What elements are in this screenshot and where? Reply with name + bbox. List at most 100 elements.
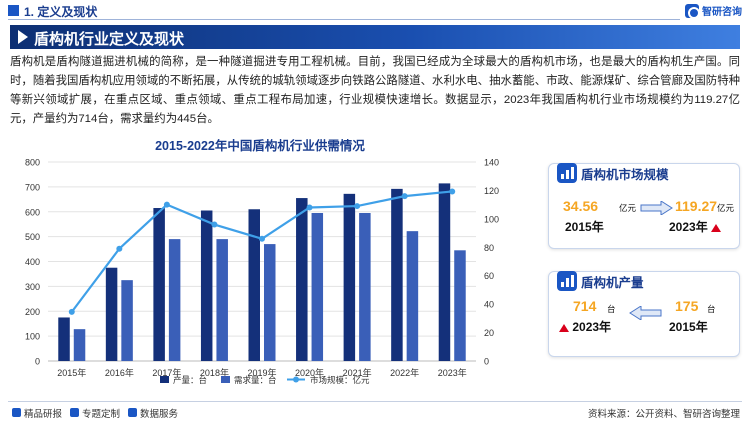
footer-divider bbox=[8, 401, 742, 402]
report-icon bbox=[12, 408, 21, 417]
y-left-tick-label: 0 bbox=[35, 357, 40, 367]
bar-output bbox=[343, 193, 356, 361]
market-unit-2023: 亿元 bbox=[717, 203, 735, 213]
up-arrow-icon bbox=[559, 323, 569, 332]
market-size-point bbox=[163, 201, 170, 208]
custom-icon bbox=[70, 408, 79, 417]
output-unit-2023: 台 bbox=[607, 304, 616, 314]
bar-chart-icon bbox=[557, 271, 577, 291]
page-title: 盾构机行业定义及现状 bbox=[34, 31, 185, 48]
x-tick-label: 2022年 bbox=[390, 367, 419, 378]
y-right-tick-label: 40 bbox=[484, 300, 494, 310]
footer-item-data[interactable]: 数据服务 bbox=[140, 409, 179, 420]
market-size-point bbox=[401, 193, 408, 200]
y-left-tick-label: 800 bbox=[25, 158, 40, 168]
y-right-tick-label: 140 bbox=[484, 158, 499, 168]
source-note: 资料来源：公开资料、智研咨询整理 bbox=[587, 409, 740, 420]
y-left-tick-label: 600 bbox=[25, 207, 40, 217]
bar-output bbox=[153, 208, 165, 361]
market-size-point bbox=[306, 204, 313, 211]
bar-output bbox=[391, 188, 403, 361]
bar-demand bbox=[311, 212, 324, 361]
legend-swatch bbox=[160, 376, 169, 383]
y-right-tick-label: 100 bbox=[484, 214, 499, 224]
market-size-point bbox=[354, 203, 361, 210]
x-tick-label: 2016年 bbox=[105, 367, 134, 378]
y-right-tick-label: 80 bbox=[484, 243, 494, 253]
bar-demand bbox=[73, 329, 86, 361]
left-arrow-icon bbox=[629, 306, 662, 320]
bar-demand bbox=[406, 231, 419, 361]
x-tick-label: 2021年 bbox=[343, 367, 372, 378]
bar-chart-icon bbox=[557, 163, 577, 183]
logo-icon bbox=[685, 3, 700, 19]
x-tick-label: 2018年 bbox=[200, 367, 229, 378]
play-arrow-icon bbox=[18, 30, 28, 44]
x-tick-label: 2017年 bbox=[152, 367, 181, 378]
bar-output bbox=[200, 210, 213, 361]
supply-demand-chart: 0 100 200 300 400 500 600 700 800 0 20 40 60 80 100 120… bbox=[25, 158, 499, 386]
bar-output bbox=[105, 267, 118, 361]
y-left-tick-label: 400 bbox=[25, 257, 40, 267]
legend-label: 需求量：台 bbox=[234, 375, 277, 385]
right-arrow-icon bbox=[640, 201, 673, 215]
up-arrow-icon bbox=[711, 223, 722, 232]
y-right-tick-label: 60 bbox=[484, 271, 494, 281]
footer-item-reports[interactable]: 精品研报 bbox=[24, 409, 63, 420]
output-value-2015: 175 bbox=[675, 298, 699, 314]
market-year-2023: 2023年 bbox=[669, 218, 722, 235]
intro-paragraph: 盾构机是盾构隧道掘进机械的简称，是一种隧道掘进专用工程机械。目前，我国已经成为全… bbox=[10, 56, 740, 125]
x-tick-label: 2015年 bbox=[57, 367, 86, 378]
market-size-point bbox=[116, 245, 123, 252]
legend-label: 产量：台 bbox=[173, 375, 207, 385]
bar-demand bbox=[168, 239, 181, 361]
chart-title: 2015-2022年中国盾构机行业供需情况 bbox=[155, 139, 365, 153]
footer-item-custom[interactable]: 专题定制 bbox=[82, 409, 121, 420]
y-left-tick-label: 700 bbox=[25, 182, 40, 192]
brand-logo: 智研咨询 bbox=[685, 3, 742, 19]
legend-swatch bbox=[221, 376, 230, 383]
market-year-2015: 2015年 bbox=[565, 220, 604, 234]
bar-demand bbox=[216, 239, 228, 361]
output-card: 盾构机产量 714 台 2023年 175 台 2015年 bbox=[548, 271, 740, 357]
output-year-2015: 2015年 bbox=[669, 320, 708, 334]
section-title: 1. 定义及现状 bbox=[24, 5, 98, 19]
footer: 精品研报 专题定制 数据服务 资料来源：公开资料、智研咨询整理 bbox=[0, 400, 750, 421]
market-value-2023: 119.27 bbox=[675, 198, 718, 214]
market-size-point bbox=[449, 188, 456, 195]
output-year-2023: 2023年 bbox=[559, 318, 611, 335]
bar-demand bbox=[359, 212, 371, 361]
y-left-tick-label: 100 bbox=[25, 332, 40, 342]
y-right-tick-label: 0 bbox=[484, 357, 489, 367]
page-banner: 盾构机行业定义及现状 bbox=[10, 25, 740, 49]
market-value-2015: 34.56 bbox=[563, 198, 599, 214]
x-tick-label: 2023年 bbox=[438, 367, 467, 378]
bar-output bbox=[438, 183, 451, 361]
y-left-tick-label: 300 bbox=[25, 282, 40, 292]
x-tick-label: 2020年 bbox=[295, 367, 324, 378]
bar-demand bbox=[454, 250, 466, 361]
legend-label: 市场规模：亿元 bbox=[310, 375, 370, 385]
bar-output bbox=[248, 209, 260, 361]
market-size-point bbox=[211, 221, 218, 228]
bar-output bbox=[296, 198, 308, 361]
output-unit-2015: 台 bbox=[707, 304, 716, 314]
market-size-point bbox=[259, 235, 265, 242]
logo-text: 智研咨询 bbox=[702, 7, 742, 18]
section-marker-icon bbox=[8, 5, 19, 16]
market-size-point bbox=[68, 308, 75, 315]
card-title: 盾构机市场规模 bbox=[581, 167, 669, 182]
top-bar: 1. 定义及现状 智研咨询 bbox=[0, 0, 750, 22]
y-right-tick-label: 20 bbox=[484, 328, 494, 338]
output-value-2023: 714 bbox=[573, 298, 597, 314]
market-unit-2015: 亿元 bbox=[619, 203, 637, 213]
top-divider bbox=[8, 19, 680, 20]
market-size-card: 盾构机市场规模 34.56 亿元 2015年 119.27 亿元 2023年 bbox=[548, 163, 740, 249]
card-header: 盾构机产量 bbox=[557, 271, 644, 291]
y-left-tick-label: 200 bbox=[25, 307, 40, 317]
bar-demand bbox=[264, 244, 276, 361]
bar-demand bbox=[121, 280, 133, 361]
card-header: 盾构机市场规模 bbox=[557, 163, 669, 183]
x-tick-label: 2019年 bbox=[247, 367, 276, 378]
legend-swatch-marker bbox=[293, 376, 299, 383]
